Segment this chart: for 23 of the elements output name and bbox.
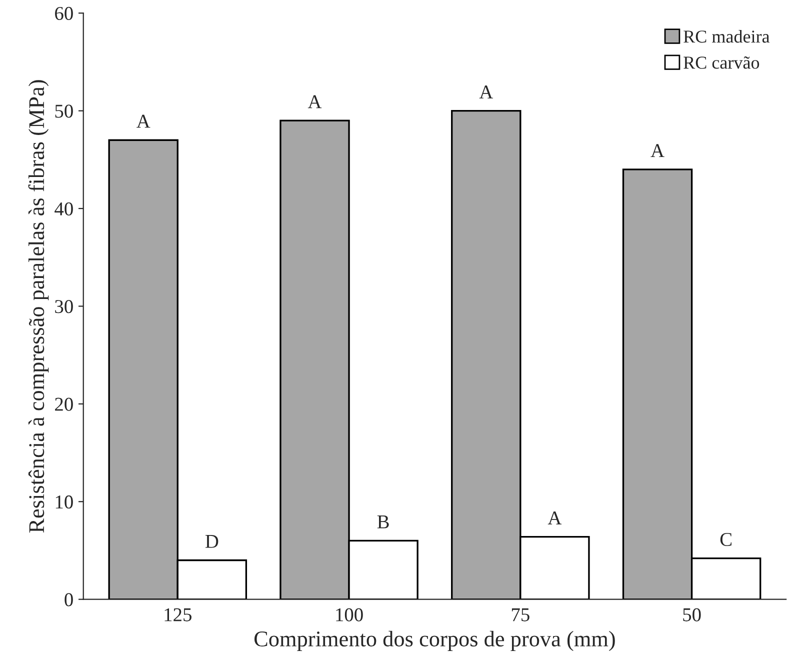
x-tick-label: 75 [512,608,530,622]
y-tick-label: 20 [55,398,73,411]
y-tick-label: 30 [55,300,73,314]
data-label: A [650,144,664,157]
y-tick-label: 50 [55,104,73,118]
y-tick-label: 60 [55,6,73,20]
x-tick-label: 50 [683,608,701,622]
data-label: C [720,532,732,546]
legend-label: RC carvão [684,56,760,69]
y-tick-label: 10 [56,495,73,509]
data-label: B [377,515,389,528]
x-tick-label: 125 [164,608,192,622]
data-label: A [136,114,150,128]
y-tick-label: 40 [54,202,73,216]
data-label: A [548,511,562,524]
y-axis-title: Resistência à compressão paralelas às fibras (MPa) [28,80,49,533]
data-label: A [308,95,322,108]
x-axis-title: Comprimento dos corpos de prova (mm) [254,630,615,651]
y-tick-label: 0 [64,593,73,606]
data-label: D [205,535,218,548]
x-tick-label: 100 [336,608,363,622]
data-label: A [479,85,494,98]
legend-label: RC madeira [684,30,770,43]
